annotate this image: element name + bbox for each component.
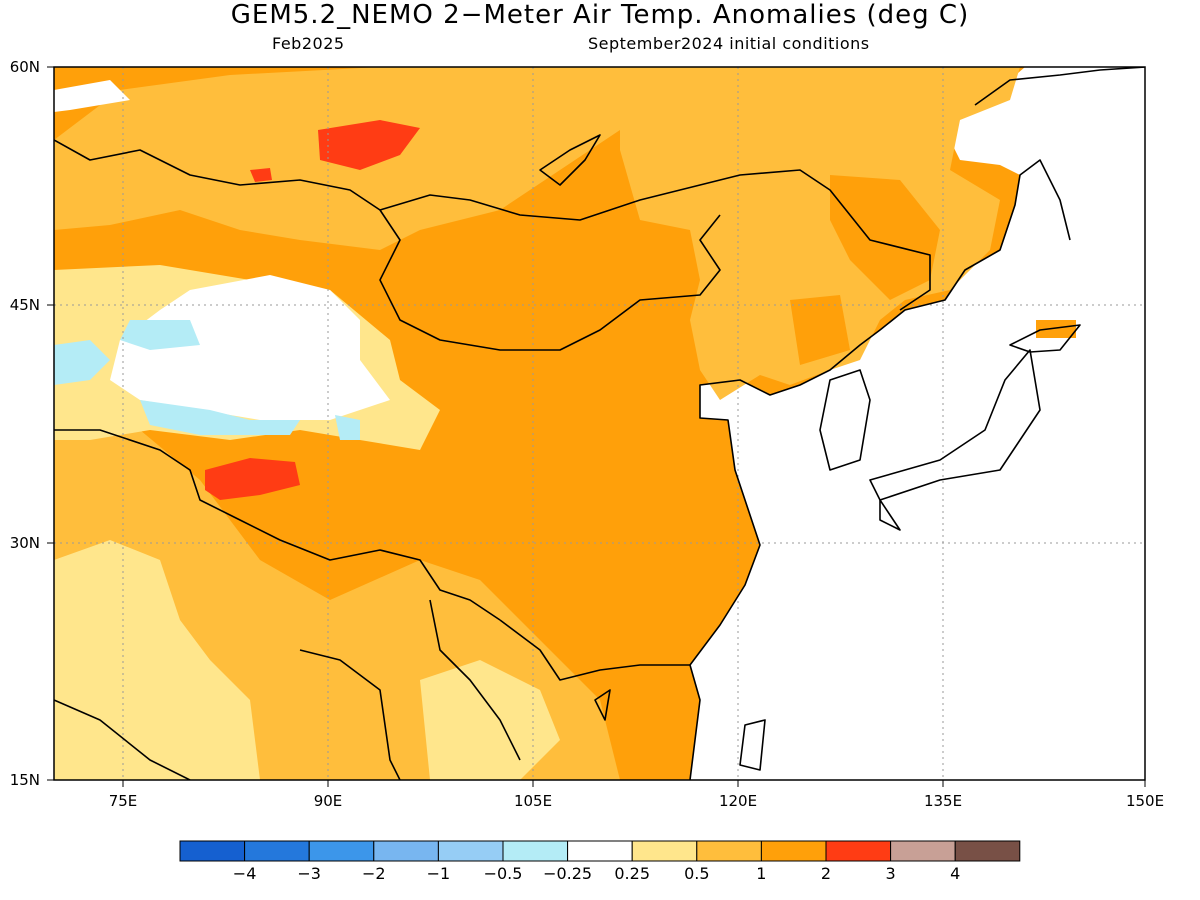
colorbar-label: 3 — [885, 864, 896, 883]
colorbar-swatch — [244, 840, 310, 862]
japan-land — [870, 350, 1040, 500]
colorbar-label: 0.5 — [684, 864, 710, 883]
anomaly-2-3-hotspot-tibet — [205, 458, 300, 500]
lon-label-135e: 135E — [923, 792, 963, 810]
anomaly-2-3-hotspot-siberia — [318, 120, 420, 170]
lat-label-45n: 45N — [9, 296, 40, 314]
anomaly-2-3-hotspot-small — [250, 168, 272, 182]
ocean-area — [690, 67, 1145, 780]
initial-conditions: September2024 initial conditions — [588, 34, 870, 53]
korea-land — [820, 370, 870, 470]
colorbar-label: −4 — [232, 864, 257, 883]
map-title: GEM5.2_NEMO 2−Meter Air Temp. Anomalies … — [230, 0, 970, 30]
lat-label-15n: 15N — [9, 771, 40, 789]
lon-label-105e: 105E — [513, 792, 553, 810]
colorbar-swatch — [696, 840, 762, 862]
colorbar-label: −1 — [426, 864, 451, 883]
colorbar-swatch — [437, 840, 504, 862]
gridlines — [54, 67, 1145, 780]
anomaly-1-2-blob-korea — [790, 295, 850, 365]
colorbar-label: 2 — [820, 864, 832, 883]
anomaly-1-2-blob-manchuria — [830, 175, 940, 300]
colorbar-label: −0.5 — [483, 864, 523, 883]
colorbar-label: −0.25 — [543, 864, 593, 883]
lon-label-120e: 120E — [718, 792, 758, 810]
colorbar-swatch — [890, 840, 956, 862]
colorbar-swatch — [760, 840, 827, 862]
colorbar-swatch — [567, 840, 633, 862]
colorbar-swatch — [179, 840, 246, 862]
colorbar-label: −2 — [362, 864, 386, 883]
anomaly-neg-region — [54, 320, 360, 440]
colorbar — [179, 840, 1021, 862]
lon-label-75e: 75E — [108, 792, 138, 810]
colorbar-swatch — [954, 840, 1021, 862]
axis-ticks — [47, 66, 1146, 787]
anomaly-0.25-0.5-region-indochina — [420, 660, 560, 780]
colorbar-label: 0.25 — [614, 864, 650, 883]
lon-label-90e: 90E — [313, 792, 343, 810]
anomaly-0.25-0.5-region-southwest — [54, 540, 260, 780]
lat-label-60n: 60N — [9, 58, 40, 76]
lon-label-150e: 150E — [1125, 792, 1165, 810]
colorbar-label: 1 — [756, 864, 767, 883]
anomaly-hokkaido — [1036, 320, 1076, 338]
colorbar-label: −3 — [297, 864, 321, 883]
colorbar-swatch — [373, 840, 439, 862]
colorbar-swatch — [308, 840, 375, 862]
anomaly-1-2-blob-south-china — [570, 540, 700, 650]
lat-label-30n: 30N — [9, 534, 40, 552]
forecast-month: Feb2025 — [272, 34, 345, 53]
coastlines-borders — [54, 67, 1145, 780]
colorbar-swatch — [631, 840, 698, 862]
colorbar-label: 4 — [950, 864, 961, 883]
anomaly-0.5-1-region-east — [620, 67, 1020, 400]
colorbar-swatch — [502, 840, 569, 862]
colorbar-swatch — [825, 840, 892, 862]
map-frame — [53, 66, 1146, 781]
